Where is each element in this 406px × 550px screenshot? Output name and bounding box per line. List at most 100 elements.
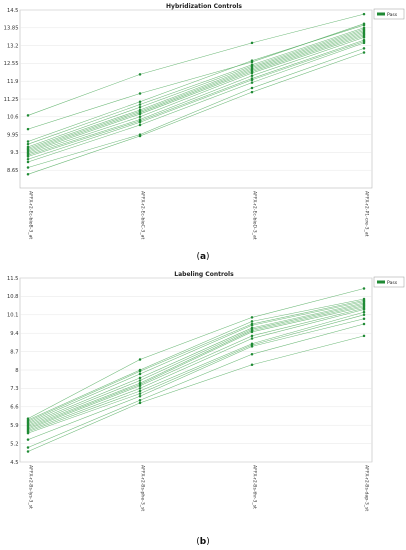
data-point: [362, 308, 366, 311]
data-point: [26, 173, 30, 176]
data-point: [138, 370, 142, 373]
legend: Pass: [373, 8, 405, 20]
legend-box: [373, 8, 405, 20]
series-line: [27, 298, 365, 421]
y-tick-label: 11.25: [4, 97, 19, 103]
legend-label-pass: Pass: [387, 12, 398, 18]
series-line: [27, 28, 365, 148]
legend: Pass: [373, 276, 405, 288]
y-tick-label: 13.2: [7, 43, 19, 49]
series-line: [27, 30, 365, 149]
series-line: [27, 306, 365, 429]
data-point: [362, 36, 366, 39]
panel-caption-b: (b): [196, 537, 209, 547]
x-tick-label: AFFX-r2-Bs-phe-3_st: [140, 465, 146, 511]
data-point: [250, 86, 254, 90]
data-point: [138, 115, 142, 119]
data-point: [138, 392, 142, 395]
series-line: [27, 314, 365, 434]
series-line: [27, 335, 365, 452]
series-line: [27, 37, 365, 156]
x-tick-label: AFFX-r2-Bs-thr-3_st: [252, 465, 258, 509]
series-line: [27, 323, 365, 448]
data-point: [26, 114, 30, 117]
series-line: [27, 13, 365, 116]
series-line: [27, 302, 365, 425]
y-tick-label: 8.65: [7, 168, 19, 174]
data-point: [250, 320, 254, 323]
legend-swatch: [377, 12, 385, 16]
data-point: [250, 41, 254, 45]
legend-swatch: [377, 280, 385, 284]
x-axis-ticks: AFFX-r2-Bs-lys-3_st AFFX-r2-Bs-phe-3_st AF…: [28, 465, 370, 511]
y-tick-label: 5.9: [10, 423, 18, 429]
y-tick-label: 9.3: [10, 150, 18, 156]
data-point: [362, 310, 366, 314]
series-line: [27, 307, 365, 430]
y-tick-label: 12.55: [4, 61, 19, 67]
data-point: [26, 142, 30, 146]
series-points: [26, 12, 366, 176]
data-point: [362, 47, 366, 50]
series-line: [27, 31, 365, 150]
y-tick-label: 10.1: [7, 313, 19, 319]
x-tick-label: AFFX-r2-Ec-bioC-3_at: [140, 191, 146, 239]
panel-b-labeling-chart: Labeling Controls 4.5 5.2 5.9 6.6 7.3 8 8.7 9.4…: [7, 271, 405, 547]
series-points: [26, 287, 366, 453]
series-line: [27, 41, 365, 160]
data-point: [250, 337, 254, 340]
data-point: [26, 140, 30, 143]
data-point: [138, 112, 142, 116]
data-point: [138, 134, 142, 138]
data-point: [138, 123, 142, 127]
data-point: [26, 160, 30, 164]
data-point: [250, 81, 254, 84]
series-line: [27, 301, 365, 423]
data-point: [250, 90, 254, 94]
y-tick-label: 10.8: [7, 294, 19, 300]
data-point: [138, 73, 142, 76]
data-point: [138, 384, 142, 388]
data-point: [362, 334, 366, 338]
y-tick-label: 14.5: [7, 8, 19, 14]
chart-title: Labeling Controls: [174, 271, 234, 278]
series-line: [27, 309, 365, 431]
data-point: [138, 121, 142, 124]
data-point: [362, 317, 366, 320]
data-point: [362, 23, 366, 27]
series-line: [27, 27, 365, 145]
data-point: [138, 379, 142, 382]
x-tick-label: AFFX-r2-Ec-bioD-3_at: [252, 191, 258, 240]
series-line: [27, 34, 365, 153]
data-point: [26, 446, 30, 449]
data-point: [138, 395, 142, 398]
panel-letter-a: a: [200, 252, 206, 262]
panel-letter-b: b: [200, 537, 207, 547]
data-point: [250, 324, 254, 327]
x-tick-label: AFFX-r2-Bs-lys-3_st: [28, 465, 34, 509]
data-point: [26, 127, 30, 131]
series-line: [27, 288, 365, 419]
y-tick-label: 8: [15, 368, 18, 374]
series-line: [27, 42, 365, 163]
data-point: [138, 100, 142, 103]
data-point: [138, 92, 142, 95]
data-point: [362, 287, 366, 290]
data-point: [250, 363, 254, 366]
legend-box: [373, 276, 405, 288]
panel-a-hybridization-chart: Hybridization Controls 8.65 9.3 9.95 10.6 11…: [4, 3, 405, 262]
data-point: [26, 450, 30, 453]
y-axis-ticks: 4.5 5.2 5.9 6.6 7.3 8 8.7 9.4 10.1 10.8 11.5: [7, 276, 19, 466]
y-tick-label: 13.85: [4, 26, 19, 32]
series-line: [27, 52, 365, 175]
panel-caption-a: (a): [196, 252, 209, 262]
data-point: [138, 103, 142, 106]
data-point: [26, 158, 30, 161]
x-axis-ticks: AFFX-r2-Ec-bioB-3_at AFFX-r2-Ec-bioC-3_at…: [28, 191, 370, 240]
series-line: [27, 39, 365, 157]
data-point: [138, 401, 142, 405]
data-point: [26, 166, 30, 169]
data-point: [26, 438, 30, 441]
y-tick-label: 10.6: [7, 115, 19, 121]
data-point: [250, 316, 254, 319]
